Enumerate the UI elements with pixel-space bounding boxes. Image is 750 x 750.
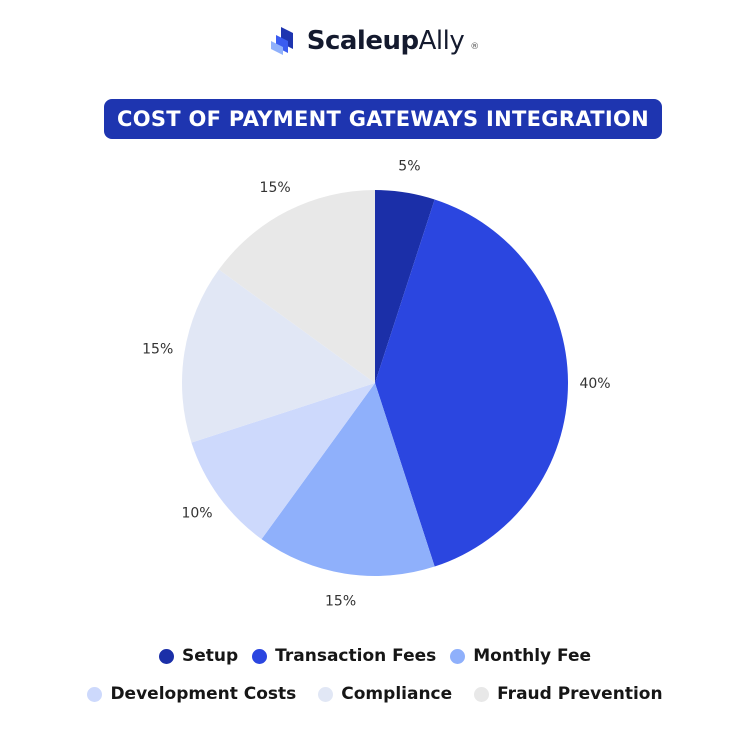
- legend-item: Fraud Prevention: [474, 684, 663, 704]
- data-label: 5%: [398, 159, 420, 175]
- legend-label: Monthly Fee: [473, 646, 592, 666]
- pie-slice-fraud-prevention: [218, 190, 375, 383]
- legend-swatch: [450, 648, 466, 664]
- legend-label: Setup: [181, 646, 239, 666]
- legend-item: Monthly Fee: [450, 646, 591, 666]
- legend-label: Transaction Fees: [275, 646, 437, 666]
- logo: ScaleupAlly ®: [0, 26, 750, 56]
- logo-text: ScaleupAlly: [306, 26, 465, 56]
- registered-mark: ®: [470, 42, 480, 52]
- pie-slice-development-costs: [191, 383, 375, 540]
- legend-item: Transaction Fees: [252, 646, 436, 666]
- legend-swatch: [318, 686, 334, 702]
- legend-item: Compliance: [318, 684, 452, 704]
- legend-swatch: [87, 686, 103, 702]
- data-label: 15%: [325, 593, 356, 609]
- legend-label: Compliance: [341, 684, 453, 704]
- logo-icon: [270, 27, 293, 55]
- pie-slice-monthly-fee: [261, 383, 435, 576]
- data-label: 15%: [260, 180, 291, 196]
- data-label: 40%: [579, 376, 610, 392]
- pie-slice-compliance: [182, 269, 375, 443]
- legend-label: Fraud Prevention: [497, 684, 663, 704]
- data-label: 10%: [181, 505, 212, 521]
- legend-swatch: [474, 686, 490, 702]
- chart-title: COST OF PAYMENT GATEWAYS INTEGRATION: [104, 99, 662, 139]
- legend-label: Development Costs: [110, 684, 297, 704]
- legend-row-1: Setup Transaction Fees Monthly Fee: [0, 646, 750, 666]
- pie-slice-transaction-fees: [375, 199, 568, 567]
- legend-item: Development Costs: [87, 684, 296, 704]
- legend-swatch: [252, 648, 268, 664]
- data-label: 15%: [142, 342, 173, 358]
- pie-slice-setup: [375, 190, 435, 383]
- legend-row-2: Development Costs Compliance Fraud Prevent…: [0, 684, 750, 704]
- legend-item: Setup: [158, 646, 239, 666]
- legend-swatch: [158, 648, 174, 664]
